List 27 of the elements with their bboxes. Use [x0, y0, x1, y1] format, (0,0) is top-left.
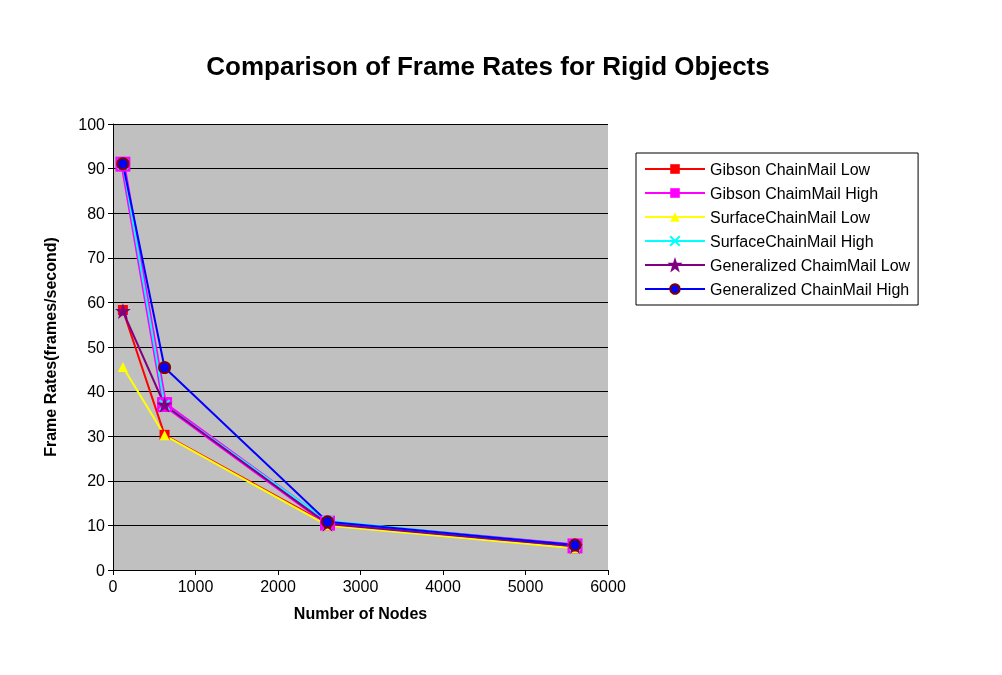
legend-label: Generalized ChainMail High [710, 280, 910, 298]
x-axis-title: Number of Nodes [293, 604, 428, 622]
x-tick-label: 1000 [177, 577, 214, 595]
y-tick-label: 30 [87, 427, 106, 445]
y-tick-label: 90 [87, 160, 106, 178]
legend-label: SurfaceChainMail Low [710, 208, 871, 226]
x-tick-label: 4000 [425, 577, 461, 595]
y-tick-label: 70 [87, 249, 106, 267]
x-tick-label: 0 [108, 577, 118, 595]
y-tick-label: 80 [87, 204, 106, 222]
y-tick-label: 10 [87, 516, 106, 534]
y-tick-label: 0 [96, 561, 106, 579]
y-axis-title: Frame Rates(frames/second) [41, 237, 59, 457]
legend-label: Gibson ChaimMail High [710, 184, 879, 202]
y-tick-label: 50 [87, 338, 106, 356]
x-tick-label: 2000 [260, 577, 296, 595]
legend-label: SurfaceChainMail High [710, 232, 874, 250]
legend-label: Generalized ChaimMail Low [710, 256, 911, 274]
x-tick-label: 3000 [342, 577, 379, 595]
x-tick-label: 6000 [590, 577, 626, 595]
legend-label: Gibson ChainMail Low [710, 160, 871, 178]
x-tick-label: 5000 [507, 577, 544, 595]
y-tick-label: 40 [87, 383, 106, 401]
y-tick-label: 60 [87, 293, 106, 311]
y-tick-label: 100 [78, 115, 106, 133]
y-tick-label: 20 [87, 472, 106, 490]
chart-title: Comparison of Frame Rates for Rigid Objects [206, 51, 770, 81]
